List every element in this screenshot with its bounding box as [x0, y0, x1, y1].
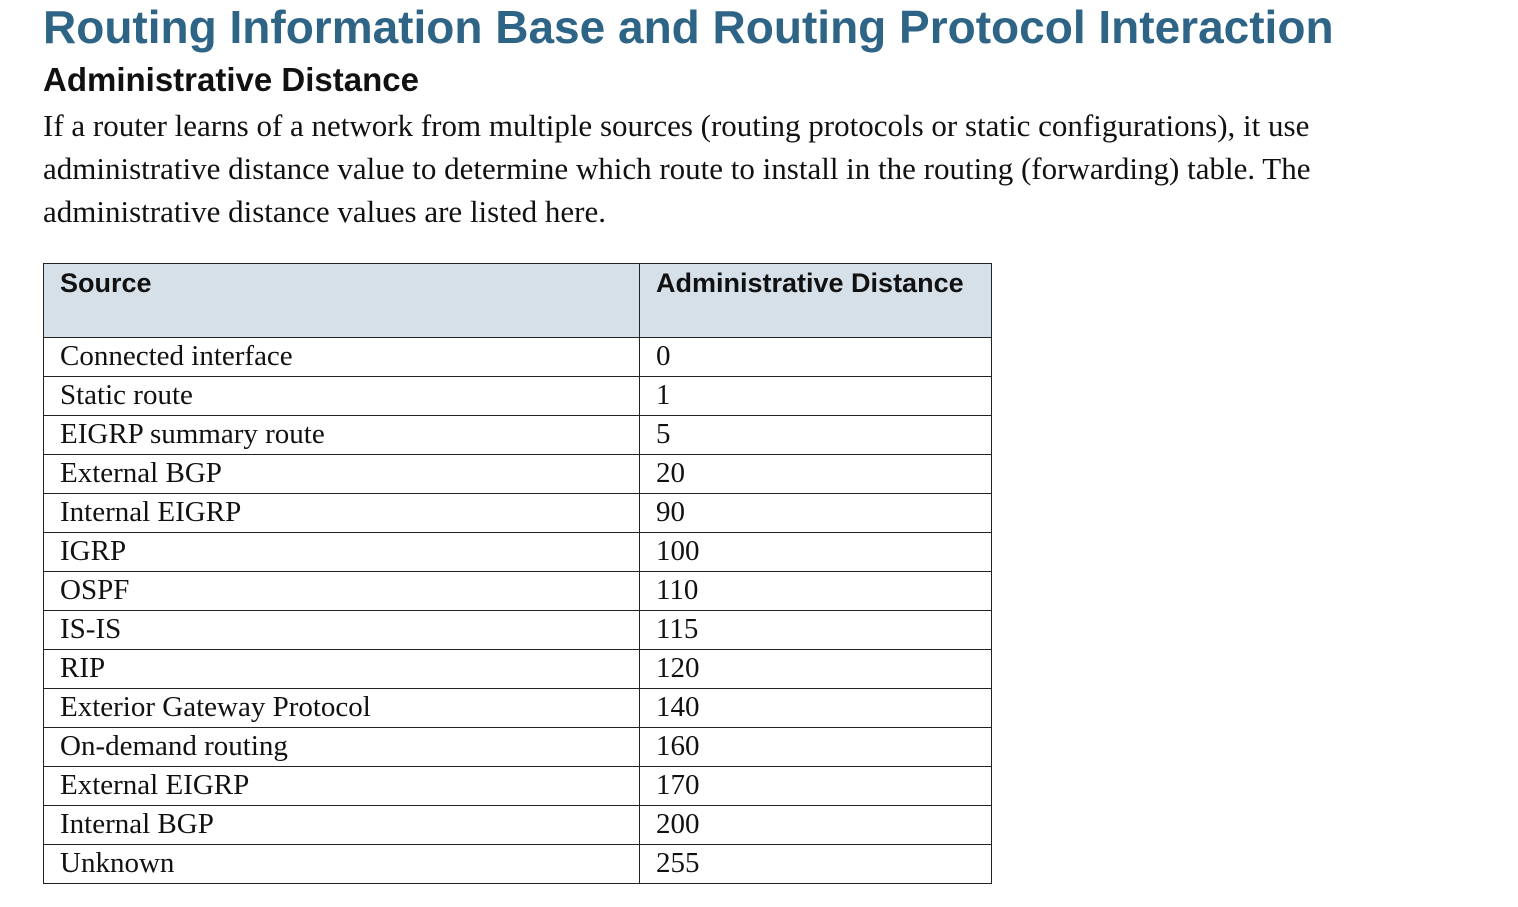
cell-source: EIGRP summary route [43, 415, 640, 455]
cell-source: OSPF [43, 571, 640, 611]
cell-distance: 115 [639, 610, 992, 650]
cell-distance: 1 [639, 376, 992, 416]
table-row: External EIGRP 170 [43, 766, 992, 806]
cell-source: IGRP [43, 532, 640, 572]
table-row: Exterior Gateway Protocol 140 [43, 688, 992, 728]
document-page: Routing Information Base and Routing Pro… [43, 0, 1518, 907]
cell-source: Exterior Gateway Protocol [43, 688, 640, 728]
table-row: Connected interface 0 [43, 337, 992, 377]
table-body: Connected interface 0 Static route 1 EIGRP s… [43, 337, 992, 884]
table-header-row: Source Administrative Distance [43, 263, 992, 338]
cell-source: Static route [43, 376, 640, 416]
cell-distance: 90 [639, 493, 992, 533]
cell-source: IS-IS [43, 610, 640, 650]
cell-distance: 5 [639, 415, 992, 455]
cell-distance: 200 [639, 805, 992, 845]
cell-distance: 140 [639, 688, 992, 728]
table-row: RIP 120 [43, 649, 992, 689]
cell-source: External EIGRP [43, 766, 640, 806]
cell-distance: 255 [639, 844, 992, 884]
cell-distance: 120 [639, 649, 992, 689]
cell-source: Internal EIGRP [43, 493, 640, 533]
paragraph-line: If a router learns of a network from mul… [43, 108, 1310, 143]
table-row: OSPF 110 [43, 571, 992, 611]
cell-source: Connected interface [43, 337, 640, 377]
intro-paragraph: If a router learns of a network from mul… [43, 104, 1518, 233]
cell-source: Unknown [43, 844, 640, 884]
table-row: EIGRP summary route 5 [43, 415, 992, 455]
cell-source: RIP [43, 649, 640, 689]
table-row: Internal EIGRP 90 [43, 493, 992, 533]
table-row: Static route 1 [43, 376, 992, 416]
table-row: On-demand routing 160 [43, 727, 992, 767]
cell-source: External BGP [43, 454, 640, 494]
cell-distance: 0 [639, 337, 992, 377]
cell-distance: 100 [639, 532, 992, 572]
cell-distance: 20 [639, 454, 992, 494]
section-heading: Administrative Distance [43, 61, 419, 98]
cell-source: Internal BGP [43, 805, 640, 845]
cell-distance: 160 [639, 727, 992, 767]
page-title: Routing Information Base and Routing Pro… [43, 1, 1334, 53]
table-row: Unknown 255 [43, 844, 992, 884]
column-header-distance: Administrative Distance [639, 263, 992, 338]
administrative-distance-table: Source Administrative Distance Connected… [43, 263, 992, 884]
table-row: External BGP 20 [43, 454, 992, 494]
paragraph-line: administrative distance values are liste… [43, 194, 606, 229]
cell-distance: 170 [639, 766, 992, 806]
table-row: IGRP 100 [43, 532, 992, 572]
paragraph-line: administrative distance value to determi… [43, 151, 1311, 186]
table-row: Internal BGP 200 [43, 805, 992, 845]
column-header-source: Source [43, 263, 640, 338]
cell-distance: 110 [639, 571, 992, 611]
cell-source: On-demand routing [43, 727, 640, 767]
table-row: IS-IS 115 [43, 610, 992, 650]
